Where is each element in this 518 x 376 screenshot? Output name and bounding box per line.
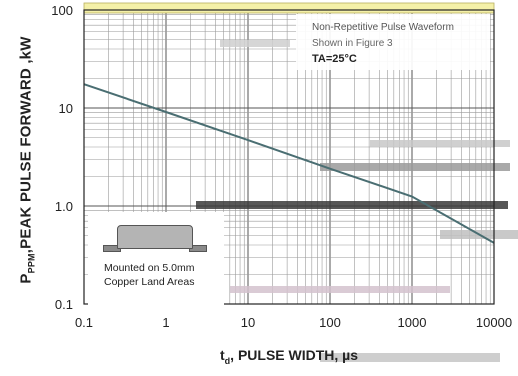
y-axis-label-rest: ,PEAK PULSE FORWARD ,kW bbox=[17, 36, 35, 254]
y-tick-label: 0.1 bbox=[55, 297, 73, 312]
x-tick-label: 10 bbox=[241, 315, 255, 330]
x-axis-label-rest: , PULSE WIDTH, µs bbox=[230, 347, 359, 363]
annotation-box bbox=[296, 14, 490, 70]
inset-label-copper: Copper Land Areas bbox=[104, 276, 195, 288]
x-tick-label: 1 bbox=[162, 315, 169, 330]
inset-label-mount: Mounted on 5.0mm bbox=[104, 262, 195, 274]
scan-artifact-band bbox=[320, 163, 510, 171]
y-tick-label: 100 bbox=[51, 3, 73, 18]
annotation-figure-ref: Shown in Figure 3 bbox=[312, 38, 393, 49]
y-axis-label-wrap: PPPM,PEAK PULSE FORWARD ,kW bbox=[14, 10, 40, 310]
scan-artifact-band bbox=[370, 140, 510, 147]
y-axis-label: PPPM,PEAK PULSE FORWARD ,kW bbox=[17, 36, 37, 284]
annotation-temperature: TA=25°C bbox=[312, 53, 357, 65]
series-lines bbox=[83, 83, 495, 244]
x-tick-label: 100 bbox=[319, 315, 341, 330]
x-tick-label: 1000 bbox=[398, 315, 427, 330]
tick-labels: 0.1 1 10 100 1000 10000 0.1 1.0 10 100 bbox=[51, 3, 512, 330]
package-body-icon bbox=[117, 225, 193, 249]
scan-artifact-band bbox=[230, 286, 450, 293]
pulse-power-curve bbox=[83, 83, 495, 244]
annotation-waveform: Non-Repetitive Pulse Waveform bbox=[312, 22, 454, 33]
x-axis-label: td, PULSE WIDTH, µs bbox=[220, 347, 359, 366]
x-tick-label: 0.1 bbox=[75, 315, 93, 330]
y-tick-label: 10 bbox=[59, 101, 73, 116]
scan-artifact-band bbox=[320, 353, 500, 362]
x-axis-label-sub: d bbox=[224, 355, 231, 366]
y-axis-label-sub: PPM bbox=[26, 253, 37, 274]
scan-artifact-band bbox=[220, 40, 290, 47]
y-tick-label: 1.0 bbox=[55, 199, 73, 214]
top-highlight-band bbox=[83, 2, 495, 14]
x-tick-label: 10000 bbox=[476, 315, 512, 330]
scan-artifact-band bbox=[196, 201, 508, 209]
plot-frame bbox=[83, 9, 495, 305]
